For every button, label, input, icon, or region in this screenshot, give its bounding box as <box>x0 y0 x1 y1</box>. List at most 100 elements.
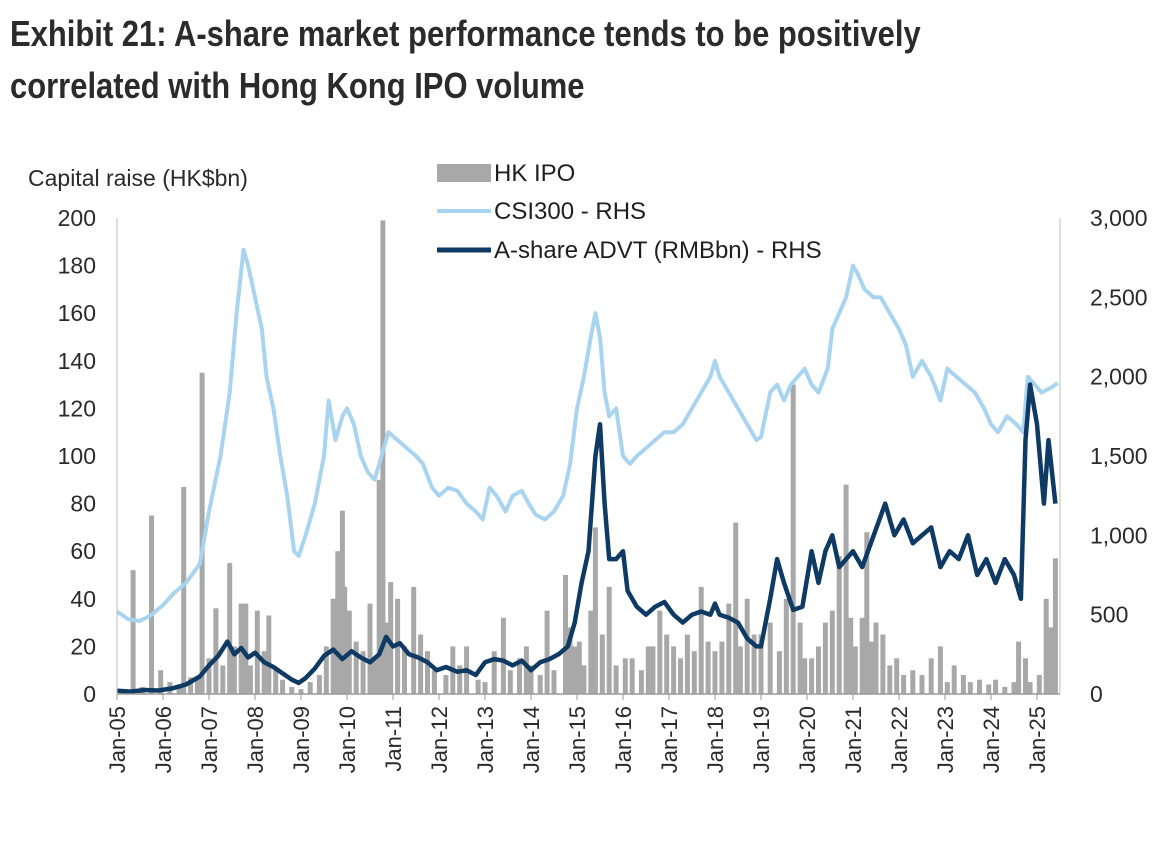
hk-ipo-bar <box>829 610 835 694</box>
hk-ipo-bar <box>993 679 999 694</box>
x-tick-label: Jan-14 <box>519 706 544 773</box>
hk-ipo-bar <box>507 670 513 694</box>
hk-ipo-bar <box>213 608 219 694</box>
hk-ipo-bar <box>176 684 182 694</box>
hk-ipo-bar <box>758 634 764 694</box>
x-tick-label: Jan-24 <box>979 706 1004 773</box>
hk-ipo-bar <box>1043 598 1049 694</box>
hk-ipo-bar <box>802 658 808 694</box>
x-tick-label: Jan-21 <box>841 706 866 773</box>
hk-ipo-bar <box>491 651 497 694</box>
left-axis-ticks: 0 20 40 60 80 100 120 140 160 180 200 <box>58 205 96 707</box>
hk-ipo-bar <box>744 598 750 694</box>
hk-ipo-bar <box>563 575 568 694</box>
hk-ipo-bar <box>809 658 815 694</box>
x-tick-label: Jan-08 <box>243 706 268 773</box>
right-tick-label: 500 <box>1090 602 1128 628</box>
csi300-line <box>115 247 1059 623</box>
hk-ipo-bar <box>698 586 704 694</box>
hk-ipo-bar <box>402 646 407 694</box>
hk-ipo-bar <box>342 586 348 694</box>
x-tick-label: Jan-18 <box>703 706 728 773</box>
left-tick-label: 200 <box>58 205 96 231</box>
hk-ipo-bar <box>544 610 550 694</box>
hk-ipo-bar <box>411 586 417 694</box>
hk-ipo-bar <box>873 622 879 694</box>
hk-ipo-bar <box>919 675 925 694</box>
hk-ipo-bar <box>836 556 842 694</box>
chart-title: Exhibit 21: A-share market performance t… <box>10 8 999 112</box>
hk-ipo-bar <box>482 682 488 694</box>
hk-ipo-bar <box>880 634 886 694</box>
hk-ipo-bar <box>1023 658 1028 694</box>
x-tick-label: Jan-11 <box>381 706 406 772</box>
x-tick-label: Jan-12 <box>427 706 452 773</box>
hk-ipo-bar <box>928 658 934 694</box>
left-tick-label: 180 <box>58 253 96 279</box>
hk-ipo-bar <box>280 679 286 694</box>
left-tick-label: 100 <box>58 443 96 469</box>
hk-ipo-bar <box>852 646 858 694</box>
x-tick-label: Jan-10 <box>335 706 360 773</box>
hk-ipo-bar <box>1011 682 1017 694</box>
x-tick-label: Jan-23 <box>933 706 958 773</box>
hk-ipo-bar <box>289 686 295 694</box>
hk-ipo-bar <box>599 634 605 694</box>
hk-ipo-bar <box>376 479 382 694</box>
hk-ipo-bar <box>227 563 233 694</box>
hk-ipo-bar <box>247 665 253 694</box>
hk-ipo-bar <box>243 603 249 694</box>
x-tick-label: Jan-17 <box>657 706 682 773</box>
hk-ipo-bar <box>737 646 743 694</box>
hk-ipo-bar <box>523 646 529 694</box>
hk-ipo-bar <box>360 651 366 694</box>
hk-ipo-bar <box>206 658 212 694</box>
hk-ipo-bar <box>220 665 226 694</box>
right-tick-label: 2,500 <box>1090 284 1148 310</box>
hk-ipo-bar <box>650 646 656 694</box>
hk-ipo-bar <box>592 527 598 694</box>
hk-ipo-bar <box>960 675 966 694</box>
chart-title-line-1: Exhibit 21: A-share market performance t… <box>10 13 921 54</box>
hk-ipo-bar <box>751 634 757 694</box>
hk-ipo-bars <box>119 220 1058 694</box>
hk-ipo-bar <box>887 665 893 694</box>
hk-ipo-bar <box>937 646 943 694</box>
hk-ipo-bar <box>372 658 378 694</box>
left-tick-label: 120 <box>58 395 96 421</box>
right-tick-label: 1,500 <box>1090 443 1148 469</box>
hk-ipo-bar <box>1002 686 1008 694</box>
hk-ipo-bar <box>664 634 670 694</box>
hk-ipo-bar <box>678 658 683 694</box>
hk-ipo-bar <box>864 532 870 694</box>
left-tick-label: 140 <box>58 348 96 374</box>
hk-ipo-bar <box>671 646 677 694</box>
hk-ipo-bar <box>684 634 690 694</box>
hk-ipo-bar <box>797 622 803 694</box>
left-axis-label: Capital raise (HK$bn) <box>28 165 248 191</box>
hk-ipo-bar <box>551 670 557 694</box>
hk-ipo-bar <box>986 684 992 694</box>
right-axis-ticks: 0 500 1,000 1,500 2,000 2,500 3,000 <box>1090 205 1148 707</box>
hk-ipo-bar <box>298 689 304 694</box>
hk-ipo-bar <box>868 641 874 694</box>
hk-ipo-bar <box>622 658 628 694</box>
hk-ipo-bar <box>576 641 582 694</box>
hk-ipo-bar <box>149 515 154 694</box>
hk-ipo-bar <box>977 679 982 694</box>
hk-ipo-bar <box>859 617 865 694</box>
hk-ipo-bar <box>733 522 739 694</box>
hk-ipo-bar <box>705 641 711 694</box>
left-tick-label: 0 <box>83 681 96 707</box>
x-tick-label: Jan-13 <box>473 706 498 773</box>
hk-ipo-bar <box>1048 627 1054 694</box>
hk-ipo-bar <box>273 670 279 694</box>
hk-ipo-bar <box>790 384 796 694</box>
hk-ipo-bar <box>712 651 718 694</box>
hk-ipo-bar <box>130 570 136 694</box>
hk-ipo-bar <box>657 610 663 694</box>
x-tick-label: Jan-22 <box>887 706 912 773</box>
hk-ipo-bar <box>848 617 854 694</box>
hk-ipo-bar <box>335 551 341 694</box>
